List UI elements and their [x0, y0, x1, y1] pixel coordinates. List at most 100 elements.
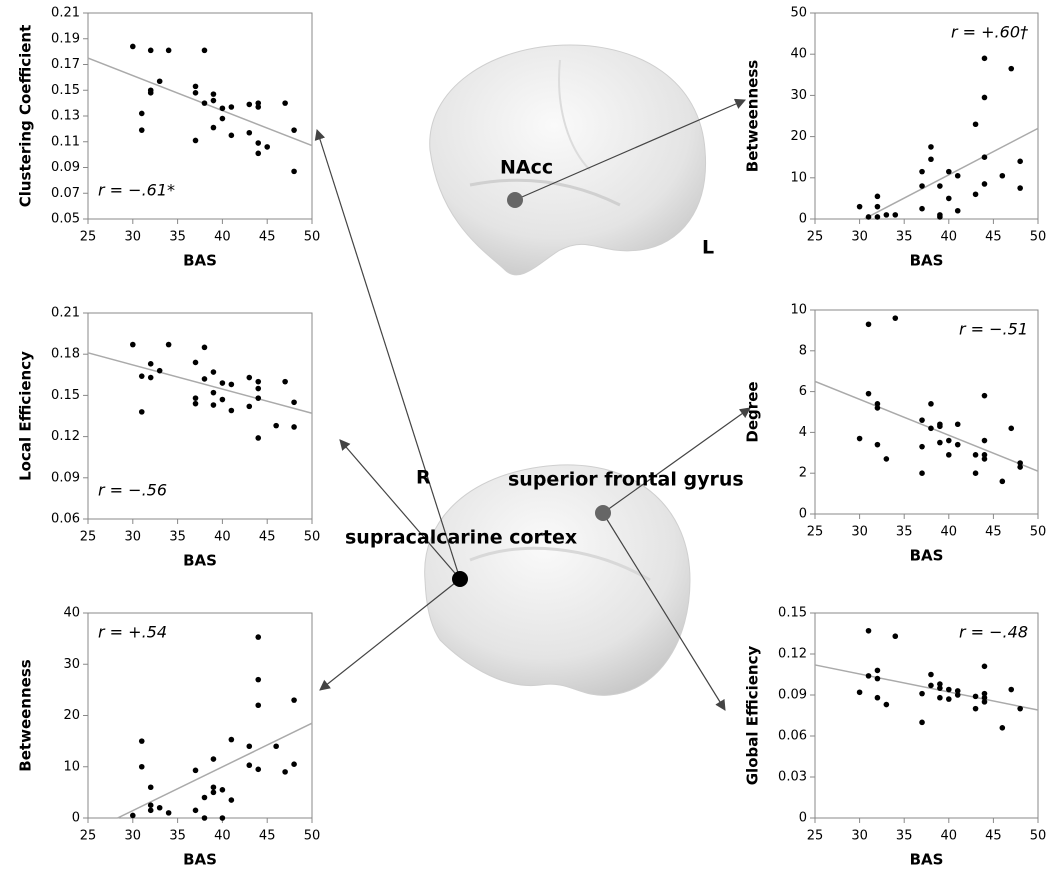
data-point [999, 478, 1006, 485]
x-tick-label: 35 [896, 829, 913, 844]
x-tick-label: 45 [259, 829, 276, 844]
data-point [228, 132, 235, 139]
data-point [255, 385, 262, 392]
plot-frame [87, 612, 313, 819]
x-tick-label: 50 [304, 530, 321, 545]
data-point [255, 104, 262, 110]
data-point [192, 90, 199, 96]
x-tick-label: 25 [80, 530, 97, 545]
data-point [228, 381, 235, 388]
y-tick-label: 0.06 [778, 729, 807, 744]
scatter-chart: 0.06 0.09 0.12 0.15 0.18 0.21 25 30 35 40 45 50 BAS L… [17, 306, 321, 570]
data-point [282, 769, 288, 775]
data-point [228, 736, 235, 743]
data-point [228, 104, 235, 110]
scatter-chart: 0 10 20 30 40 50 25 30 35 40 45 50 BAS Betweenness r =… [744, 6, 1047, 270]
data-point [246, 374, 253, 381]
correlation-annotation: r = −.48 [959, 623, 1028, 642]
data-point [291, 399, 297, 406]
region-label: NAcc [500, 157, 553, 179]
data-point [138, 738, 145, 744]
data-point [147, 47, 154, 54]
trend-line [87, 352, 313, 414]
data-point [981, 452, 988, 458]
data-point [1017, 185, 1023, 191]
data-point [883, 456, 890, 462]
data-point [192, 400, 199, 407]
x-tick-label: 25 [807, 230, 824, 245]
y-tick-label: 8 [799, 343, 807, 358]
x-tick-label: 35 [169, 230, 186, 245]
data-point [981, 154, 988, 160]
x-tick-label: 25 [80, 230, 97, 245]
data-point [883, 701, 890, 708]
y-tick-label: 0.15 [51, 83, 80, 98]
data-point [273, 422, 279, 429]
x-tick-label: 25 [807, 829, 824, 844]
data-point [981, 694, 988, 701]
data-point [210, 784, 217, 791]
data-point [946, 452, 952, 458]
data-point [865, 673, 872, 679]
data-point [946, 195, 952, 202]
x-axis-label: BAS [183, 552, 217, 570]
data-point [919, 719, 925, 726]
arrow [314, 128, 461, 580]
data-point [946, 437, 952, 444]
x-tick-label: 50 [1030, 525, 1047, 540]
y-tick-label: 30 [63, 657, 80, 672]
data-point [130, 812, 136, 819]
data-point [865, 390, 872, 397]
data-point [147, 784, 154, 791]
data-point [999, 725, 1006, 731]
y-tick-label: 20 [790, 129, 807, 144]
data-point [856, 435, 863, 442]
data-point [246, 403, 253, 410]
y-tick-label: 0.09 [51, 470, 80, 485]
x-tick-label: 30 [851, 230, 868, 245]
data-point [201, 794, 208, 801]
y-axis-label: Clustering Coefficient [17, 25, 35, 208]
data-point [192, 395, 199, 401]
scatter-chart: 0 0.03 0.06 0.09 0.12 0.15 25 30 35 40 45 50 BAS Glob… [744, 606, 1047, 869]
y-axis-label: Global Efficiency [744, 646, 762, 786]
data-point [1017, 705, 1023, 712]
data-point [255, 100, 262, 106]
x-axis-label: BAS [183, 252, 217, 270]
data-point [937, 685, 943, 691]
data-point [937, 681, 943, 687]
y-axis-label: Degree [744, 381, 762, 442]
x-axis-label: BAS [910, 851, 944, 869]
data-point [954, 441, 961, 448]
data-point [865, 321, 872, 328]
data-point [919, 443, 925, 450]
data-point [954, 688, 961, 694]
y-tick-label: 40 [63, 606, 80, 621]
y-tick-label: 0.12 [778, 647, 807, 662]
y-tick-label: 10 [790, 303, 807, 318]
y-tick-label: 0.06 [51, 512, 80, 527]
scatter-chart: 0 2 4 6 8 10 25 30 35 40 45 50 BAS Degree r = −.51 [744, 303, 1047, 565]
y-axis-label: Betweenness [744, 60, 762, 172]
x-tick-label: 35 [896, 525, 913, 540]
y-tick-label: 2 [799, 466, 807, 481]
y-tick-label: 0.12 [51, 429, 80, 444]
data-point [291, 424, 297, 430]
hemisphere-label: R [416, 467, 431, 489]
data-point [192, 137, 199, 144]
data-point [937, 183, 943, 189]
data-point [954, 207, 961, 214]
data-point [165, 810, 172, 816]
y-tick-label: 0.21 [51, 306, 80, 321]
x-tick-label: 30 [125, 530, 142, 545]
data-point [919, 417, 925, 423]
x-tick-label: 40 [214, 530, 231, 545]
data-point [874, 675, 881, 682]
x-tick-label: 50 [304, 230, 321, 245]
data-point [892, 212, 899, 218]
y-tick-label: 0.07 [51, 186, 80, 201]
data-point [246, 129, 253, 136]
data-point [228, 407, 235, 414]
data-point [255, 702, 262, 709]
data-point [981, 94, 988, 101]
